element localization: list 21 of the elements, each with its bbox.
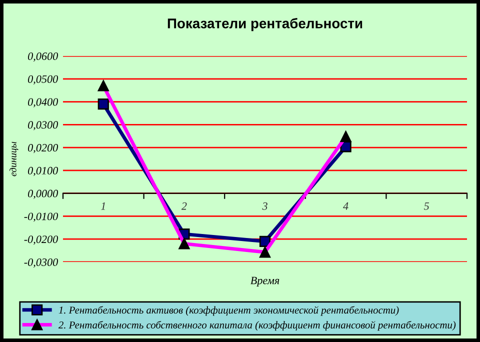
x-axis-title: Время	[250, 276, 280, 286]
y-tick-label: -0,0200	[24, 236, 58, 245]
legend-label: 2. Рентабельность собственного капитала (коэффициент финансовой рентабельности)	[58, 320, 456, 331]
x-tick-label: 2	[181, 202, 187, 210]
y-tick-label: 0,0600	[28, 52, 58, 62]
y-tick-label: 0,0200	[28, 144, 58, 154]
point	[98, 98, 109, 110]
x-tick-label: 3	[262, 202, 268, 210]
x-tick-label: 4	[343, 202, 348, 210]
y-tick-label: 0,0400	[28, 98, 58, 108]
y-axis-title: единицы	[10, 142, 18, 176]
y-tick-label: 0,0000	[28, 190, 58, 199]
y-tick-label: 0,0100	[28, 166, 58, 176]
x-tick-label: 1	[101, 202, 105, 210]
y-tick-label: -0,0300	[24, 258, 58, 268]
y-tick-label: 0,0500	[28, 75, 58, 84]
chart-title: Показатели рентабельности	[168, 18, 362, 32]
x-tick-label: 5	[424, 202, 430, 210]
y-tick-label: 0,0300	[28, 121, 58, 130]
y-tick-label: -0,0100	[24, 212, 58, 222]
legend-label: 1. Рентабельность активов (коэффициент экономической рентабельности)	[58, 306, 399, 316]
